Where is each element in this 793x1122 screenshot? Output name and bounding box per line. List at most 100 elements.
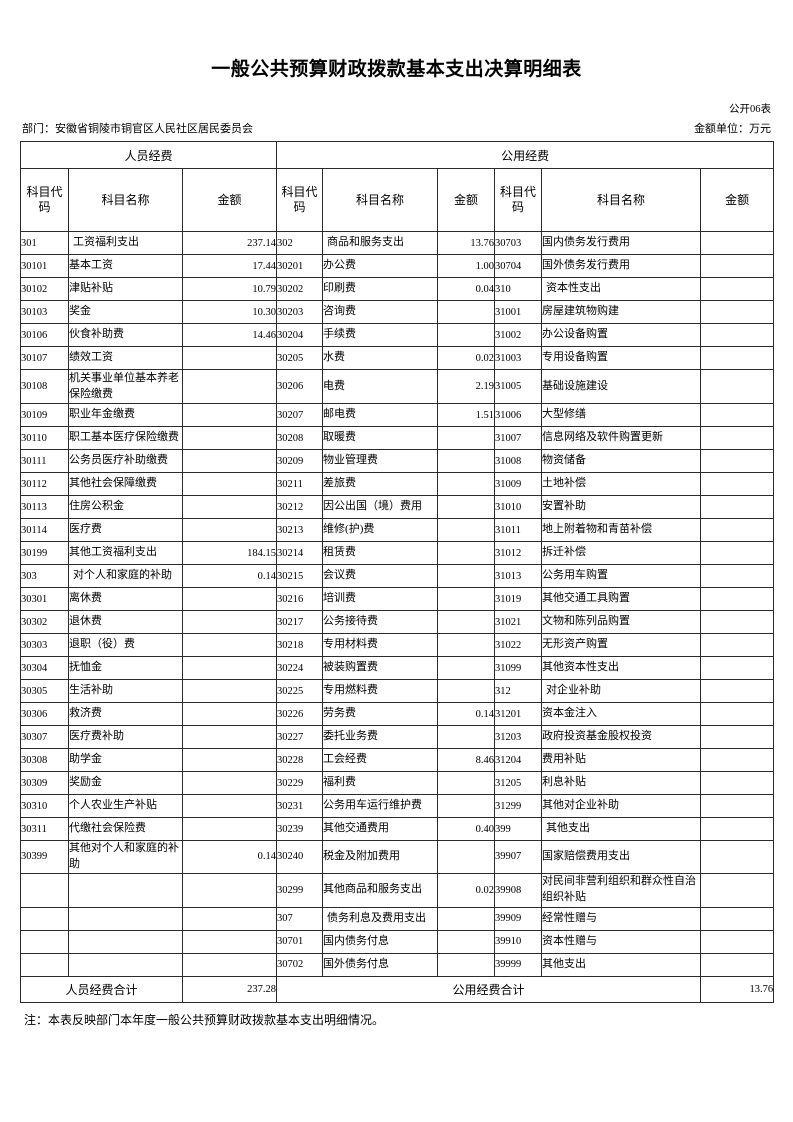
table-row: 30308 助学金 30228 工会经费 8.46 31204 费用补贴 (20, 748, 775, 772)
cell-name-3: 其他对企业补助 (541, 794, 702, 818)
cell-code-2: 30229 (276, 771, 324, 795)
cell-code-1: 30106 (20, 323, 69, 347)
cell-code-1: 30310 (20, 794, 69, 818)
cell-code-3: 312 (494, 679, 543, 703)
cell-code-3: 310 (494, 277, 543, 301)
cell-code-2: 30224 (276, 656, 324, 680)
cell-code-1: 30103 (20, 300, 69, 324)
cell-amount-1: 10.30 (181, 300, 278, 324)
table-row: 30303 退职（役）费 30218 专用材料费 31022 无形资产购置 (20, 633, 775, 657)
cell-name-2: 被装购置费 (322, 656, 439, 680)
table-row: 30114 医疗费 30213 维修(护)费 31011 地上附着物和青苗补偿 (20, 518, 775, 542)
cell-code-3: 399 (494, 817, 543, 841)
cell-code-3: 31201 (494, 702, 543, 726)
cell-code-1: 30199 (20, 541, 69, 565)
cell-code-1 (20, 952, 69, 977)
cell-name-1: 医疗费 (68, 518, 183, 542)
public-total-value: 13.76 (700, 975, 775, 1003)
table-row: 30108 机关事业单位基本养老保险缴费 30206 电费 2.19 31005 基础设施建… (20, 369, 775, 404)
table-row: 30110 职工基本医疗保险缴费 30208 取暖费 31007 信息网络及软件购置更新 (20, 426, 775, 450)
cell-amount-2 (437, 323, 496, 347)
cell-amount-2 (437, 771, 496, 795)
cell-code-1: 30307 (20, 725, 69, 749)
cell-code-2: 30226 (276, 702, 324, 726)
cell-code-2: 30208 (276, 426, 324, 450)
totals-row: 人员经费合计 237.28 公用经费合计 13.76 (20, 975, 775, 1003)
cell-code-3: 31022 (494, 633, 543, 657)
cell-code-1: 30309 (20, 771, 69, 795)
cell-code-1 (20, 906, 69, 931)
cell-code-2: 30211 (276, 472, 324, 496)
cell-code-2: 30701 (276, 929, 324, 954)
cell-amount-2 (437, 426, 496, 450)
cell-name-2: 专用材料费 (322, 633, 439, 657)
cell-code-3: 31006 (494, 403, 543, 427)
cell-code-1: 30304 (20, 656, 69, 680)
cell-amount-2: 0.02 (437, 872, 496, 908)
cell-code-1 (20, 872, 69, 908)
cell-name-2: 劳务费 (322, 702, 439, 726)
budget-table: 人员经费 公用经费 科目代码 科目名称 金额 科目代码 科目名称 金额 科目代码… (19, 141, 775, 1003)
header-name-3: 科目名称 (541, 168, 702, 232)
page-title: 一般公共预算财政拨款基本支出决算明细表 (211, 59, 582, 80)
cell-name-1: 奖金 (68, 300, 183, 324)
cell-amount-1 (181, 725, 278, 749)
cell-code-1: 30306 (20, 702, 69, 726)
cell-amount-3 (700, 403, 775, 427)
cell-amount-2 (437, 541, 496, 565)
cell-amount-2 (437, 518, 496, 542)
cell-code-2: 30207 (276, 403, 324, 427)
cell-amount-2 (437, 449, 496, 473)
cell-name-1: 退职（役）费 (68, 633, 183, 657)
cell-name-3: 公务用车购置 (541, 564, 702, 588)
cell-code-3: 31008 (494, 449, 543, 473)
cell-code-3: 31299 (494, 794, 543, 818)
table-row: 307 债务利息及费用支出 39909 经常性赠与 (20, 906, 775, 931)
cell-name-3: 国内债务发行费用 (541, 231, 702, 255)
cell-name-3: 资本性赠与 (541, 929, 702, 954)
cell-code-3: 39910 (494, 929, 543, 954)
cell-amount-3 (700, 748, 775, 772)
cell-amount-1 (181, 702, 278, 726)
cell-code-3: 31204 (494, 748, 543, 772)
cell-name-3: 资本金注入 (541, 702, 702, 726)
cell-name-3: 物资储备 (541, 449, 702, 473)
table-row: 30101 基本工资 17.44 30201 办公费 1.00 30704 国外债务发行费用 (20, 254, 775, 278)
table-row: 30199 其他工资福利支出 184.15 30214 租赁费 31012 拆迁补偿 (20, 541, 775, 565)
table-row: 30301 离休费 30216 培训费 31019 其他交通工具购置 (20, 587, 775, 611)
cell-code-3: 31203 (494, 725, 543, 749)
cell-name-2: 公务用车运行维护费 (322, 794, 439, 818)
cell-amount-1: 0.14 (181, 564, 278, 588)
cell-code-3: 39999 (494, 952, 543, 977)
cell-code-2: 30214 (276, 541, 324, 565)
cell-name-2: 委托业务费 (322, 725, 439, 749)
cell-code-3: 39909 (494, 906, 543, 931)
cell-name-3: 其他资本性支出 (541, 656, 702, 680)
cell-code-1: 30108 (20, 369, 69, 404)
cell-amount-1 (181, 906, 278, 931)
cell-name-2: 邮电费 (322, 403, 439, 427)
cell-amount-1: 0.14 (181, 840, 278, 874)
table-row: 30311 代缴社会保险费 30239 其他交通费用 0.40 399 其他支出 (20, 817, 775, 841)
cell-amount-1 (181, 656, 278, 680)
cell-amount-2 (437, 495, 496, 519)
cell-amount-3 (700, 872, 775, 908)
cell-code-2: 30204 (276, 323, 324, 347)
cell-name-1 (68, 906, 183, 931)
cell-name-2: 会议费 (322, 564, 439, 588)
cell-amount-2 (437, 679, 496, 703)
table-header: 人员经费 公用经费 科目代码 科目名称 金额 科目代码 科目名称 金额 科目代码… (19, 141, 775, 232)
cell-code-2: 30240 (276, 840, 324, 874)
cell-code-2: 30225 (276, 679, 324, 703)
cell-amount-1 (181, 426, 278, 450)
cell-name-2: 印刷费 (322, 277, 439, 301)
cell-amount-2 (437, 840, 496, 874)
cell-amount-2: 0.02 (437, 346, 496, 370)
cell-name-2: 差旅费 (322, 472, 439, 496)
department-label: 部门：安徽省铜陵市铜官区人民社区居民委员会 (22, 123, 253, 135)
cell-name-2: 债务利息及费用支出 (322, 906, 439, 931)
table-row: 30310 个人农业生产补贴 30231 公务用车运行维护费 31299 其他对企业补助 (20, 794, 775, 818)
cell-name-1: 抚恤金 (68, 656, 183, 680)
cell-code-3: 30704 (494, 254, 543, 278)
cell-name-2: 维修(护)费 (322, 518, 439, 542)
